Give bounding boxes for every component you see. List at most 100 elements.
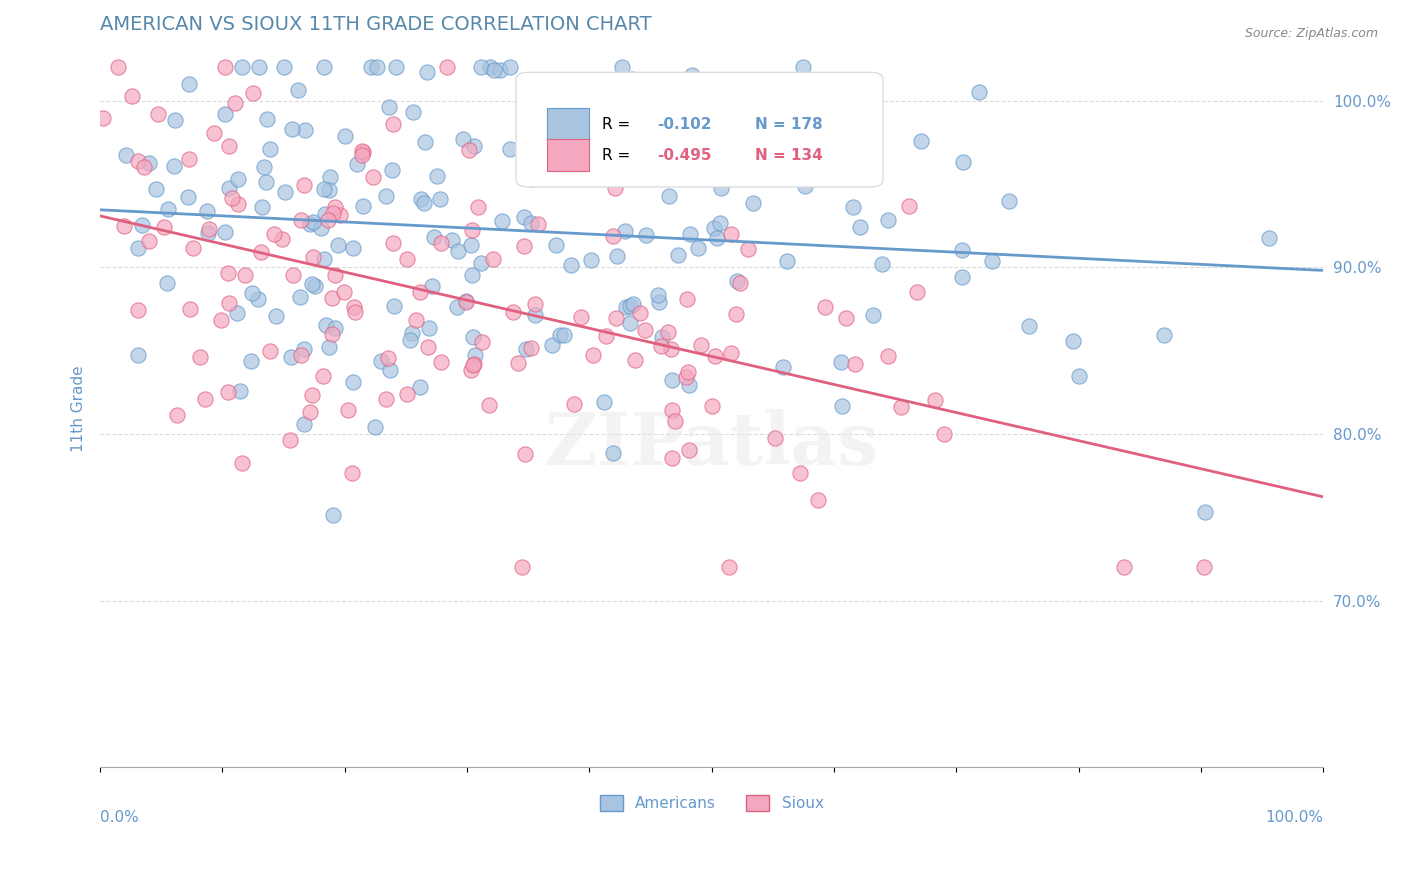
Point [814,300,837,314]
Point [259,343,281,358]
Point [460,268,482,283]
Point [163,112,186,127]
Point [478,61,501,75]
Point [314,252,336,266]
Point [132,160,155,174]
Point [651,330,673,344]
Text: ZIPatlas: ZIPatlas [544,409,879,481]
Point [628,306,651,320]
Point [263,227,285,242]
Point [666,248,689,262]
Point [602,229,624,244]
Point [229,384,252,399]
Point [239,354,262,368]
Point [785,115,807,129]
Point [661,132,683,146]
Text: 0.0%: 0.0% [100,810,139,825]
Point [115,148,138,162]
Point [562,397,585,411]
Point [112,219,135,233]
Point [343,300,366,314]
Point [225,305,247,319]
Point [280,122,302,136]
Point [292,417,315,432]
Point [720,227,742,242]
Point [127,303,149,318]
Point [924,392,946,407]
Point [322,206,344,220]
Point [647,288,669,302]
Point [197,226,219,240]
Point [741,196,763,211]
FancyBboxPatch shape [547,139,589,171]
Point [264,309,287,323]
Point [515,342,537,356]
Point [301,215,323,229]
Point [278,433,301,447]
Point [214,225,236,239]
Point [145,181,167,195]
Point [218,138,240,153]
Point [409,285,432,299]
Point [546,237,568,252]
Point [463,139,485,153]
Point [319,170,342,185]
Point [218,296,240,310]
Point [664,414,686,428]
Point [828,123,851,137]
Point [706,231,728,245]
Point [350,145,373,159]
Point [522,167,544,181]
Point [725,274,748,288]
Point [605,181,627,195]
Point [381,117,404,131]
Point [661,450,683,465]
Point [217,385,239,400]
Point [333,285,356,299]
Point [366,61,388,75]
Point [526,217,548,231]
Text: Source: ZipAtlas.com: Source: ZipAtlas.com [1244,27,1378,40]
Text: N = 178: N = 178 [755,117,823,132]
Point [665,164,688,178]
Point [374,392,396,407]
Point [231,61,253,75]
Point [337,403,360,417]
Point [271,232,294,246]
Point [513,210,536,224]
Point [703,220,725,235]
Point [181,241,204,255]
Text: 100.0%: 100.0% [1265,810,1323,825]
Point [636,228,658,243]
Point [360,61,382,75]
Point [280,350,302,364]
Point [700,97,723,112]
Point [1112,560,1135,574]
Point [253,161,276,175]
Point [426,169,449,183]
Point [553,327,575,342]
Point [950,270,973,285]
Point [683,152,706,166]
Point [292,178,315,193]
Point [605,311,627,326]
Point [321,326,343,341]
Point [249,245,271,260]
Point [361,169,384,184]
Point [312,368,335,383]
Point [461,223,484,237]
Point [202,126,225,140]
Point [520,172,543,186]
Point [512,239,534,253]
Point [952,155,974,169]
Point [952,243,974,257]
Point [395,252,418,266]
Point [488,63,510,78]
Point [402,104,425,119]
Point [233,268,256,283]
Point [416,65,439,79]
Point [470,255,492,269]
Point [352,199,374,213]
Point [256,112,278,127]
Point [621,71,644,86]
